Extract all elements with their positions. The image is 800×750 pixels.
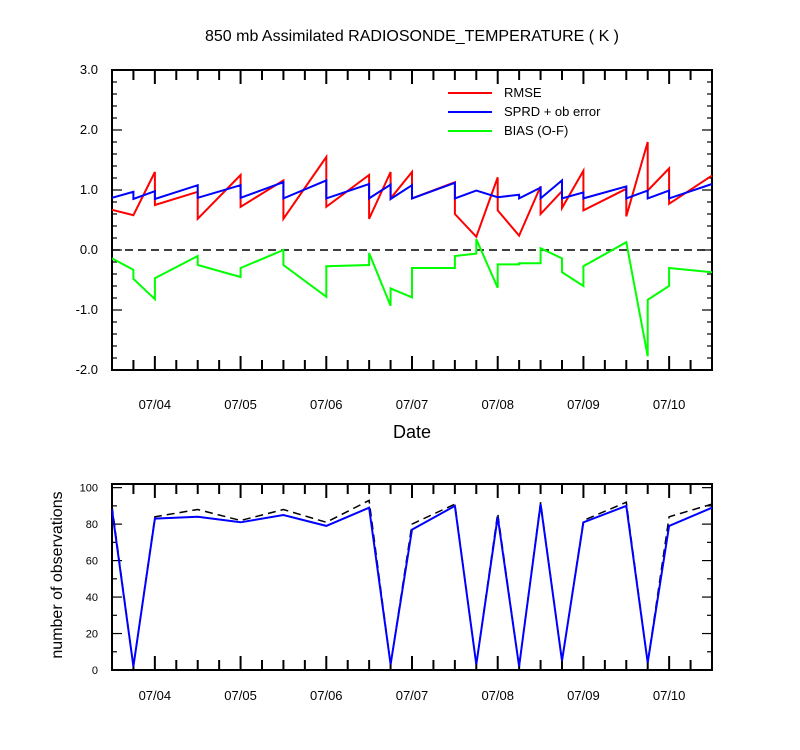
legend-label: BIAS (O-F) [504,123,568,138]
x-tick-label: 07/08 [481,397,514,412]
x-tick-label: 07/07 [396,688,429,703]
x-tick-label: 07/09 [567,397,600,412]
x-tick-label: 07/04 [139,688,172,703]
x-tick-label: 07/10 [653,688,686,703]
y-tick-label: 60 [86,556,98,568]
plot-frame [111,483,713,671]
x-tick-label: 07/10 [653,397,686,412]
y-tick-label: -1.0 [76,302,98,317]
legend-label: SPRD + ob error [504,104,601,119]
x-tick-label: 07/05 [224,688,257,703]
top-chart-x-label: Date [393,422,431,442]
y-tick-label: 0 [92,665,98,677]
series-line-sprd-ob-error [111,178,713,201]
x-tick-label: 07/07 [396,397,429,412]
x-tick-label: 07/09 [567,688,600,703]
y-tick-label: 20 [86,629,98,641]
top-chart: 07/04 07/05 07/06 07/07 07/08 07/09 07/10 3.0 2.… [76,62,713,412]
legend-label: RMSE [504,85,542,100]
bottom-chart-y-label: number of observations [49,491,66,658]
x-tick-label: 07/08 [481,688,514,703]
y-tick-label: 1.0 [80,182,98,197]
x-tick-label: 07/04 [139,397,172,412]
y-tick-label: 100 [80,483,98,495]
y-tick-label: 80 [86,519,98,531]
x-tick-label: 07/05 [224,397,257,412]
y-tick-label: 0.0 [80,242,98,257]
plot-frame [111,69,713,371]
y-tick-label: 40 [86,592,98,604]
y-tick-label: -2.0 [76,362,98,377]
x-tick-label: 07/06 [310,397,343,412]
top-chart-title: 850 mb Assimilated RADIOSONDE_TEMPERATUR… [205,28,619,45]
series-line-assimilated [111,503,713,667]
y-tick-label: 2.0 [80,122,98,137]
y-tick-label: 3.0 [80,62,98,77]
x-tick-label: 07/06 [310,688,343,703]
bottom-chart: 07/04 07/05 07/06 07/07 07/08 07/09 07/10 0 20 40… [80,483,713,703]
series-line-bias-o-f [111,238,713,357]
series-line-possible [111,499,713,667]
